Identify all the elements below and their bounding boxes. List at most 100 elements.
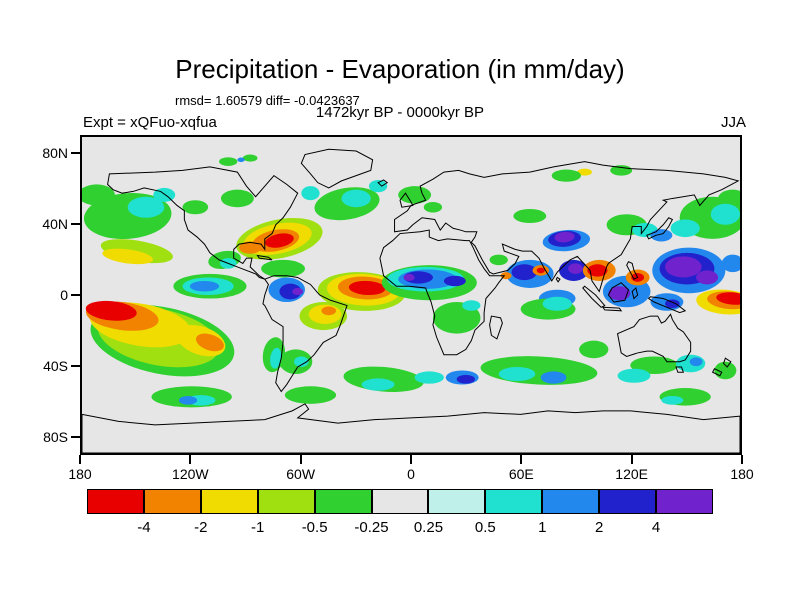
- coastline-new-zealand-south: [713, 369, 722, 376]
- y-axis-label: 80N: [42, 144, 68, 161]
- anomaly-region: [189, 280, 220, 292]
- x-axis-tick: [630, 455, 633, 464]
- anomaly-region: [456, 374, 475, 384]
- anomaly-region: [577, 168, 592, 176]
- colorbar-tick-label: -0.25: [354, 519, 389, 536]
- coastline-new-guinea: [649, 297, 686, 313]
- anomaly-region: [513, 208, 547, 224]
- x-axis-label: 120E: [615, 466, 648, 482]
- colorbar-tick-label: 0.5: [474, 519, 496, 536]
- anomaly-region: [542, 296, 572, 311]
- anomaly-region: [294, 356, 309, 367]
- anomaly-region: [551, 169, 581, 182]
- anomaly-region: [670, 219, 700, 238]
- anomaly-region: [178, 395, 198, 405]
- experiment-label: Expt = xQFuo-xqfua: [83, 114, 217, 131]
- anomaly-region: [102, 248, 154, 265]
- anomaly-region: [665, 256, 702, 278]
- anomaly-region: [568, 263, 583, 274]
- colorbar-box: [257, 489, 315, 514]
- anomaly-regions-layer: [82, 154, 740, 408]
- plot-title: Precipitation - Evaporation (in mm/day): [175, 54, 625, 84]
- coastline-africa: [380, 230, 504, 355]
- coastline-australia: [618, 314, 691, 361]
- anomaly-region: [403, 273, 415, 281]
- coastline-antarctica: [82, 404, 740, 453]
- period-line: 1472kyr BP - 0000kyr BP: [315, 104, 485, 121]
- coastline-iceland: [378, 180, 387, 186]
- anomaly-region: [239, 241, 262, 254]
- y-axis-label: 40S: [43, 358, 68, 375]
- anomaly-region: [661, 395, 684, 405]
- coastline-japan: [647, 218, 673, 239]
- map-frame: [80, 135, 742, 455]
- colorbar-box: [314, 489, 372, 514]
- anomaly-region: [462, 300, 481, 311]
- y-axis-tick: [71, 365, 80, 368]
- anomaly-region: [195, 333, 224, 352]
- anomaly-region: [127, 196, 165, 218]
- x-axis-tick: [520, 455, 523, 464]
- y-axis-tick: [71, 151, 80, 154]
- coastline-new-zealand-north: [724, 358, 731, 367]
- colorbar-tick-label: -4: [137, 519, 151, 536]
- coastline-borneo: [608, 283, 628, 302]
- anomaly-region: [321, 306, 337, 316]
- anomaly-region: [710, 203, 740, 225]
- anomaly-region: [423, 201, 443, 213]
- anomaly-region: [368, 180, 388, 193]
- x-axis-tick: [299, 455, 302, 464]
- x-axis-tick: [189, 455, 192, 464]
- colorbar-box: [542, 489, 600, 514]
- anomaly-region: [689, 357, 703, 367]
- colorbar-box: [200, 489, 258, 514]
- anomaly-region: [608, 286, 631, 301]
- anomaly-region: [554, 231, 575, 243]
- x-axis-tick: [79, 455, 81, 464]
- colorbar-tick-label: -2: [194, 519, 208, 536]
- anomaly-region: [540, 371, 567, 384]
- y-axis-label: 40N: [42, 215, 68, 232]
- colorbar-box: [143, 489, 201, 514]
- colorbar-box: [485, 489, 543, 514]
- anomaly-region: [361, 378, 395, 391]
- anomaly-region: [650, 229, 673, 242]
- coastline-uk: [400, 193, 413, 207]
- anomaly-region: [696, 270, 719, 285]
- coastline-sri-lanka: [556, 277, 560, 281]
- colorbar-tick-label: 1: [538, 519, 547, 536]
- colorbar-box: [87, 489, 144, 514]
- anomaly-region: [587, 264, 608, 277]
- anomaly-region: [348, 280, 386, 296]
- y-axis-tick: [71, 436, 80, 439]
- anomaly-region: [398, 186, 432, 204]
- anomaly-region: [511, 264, 538, 281]
- y-axis-tick: [71, 294, 80, 296]
- coastline-americas: [108, 167, 347, 392]
- coastline-layer: [82, 149, 740, 453]
- coastline-greenland: [301, 149, 372, 188]
- anomaly-region: [292, 287, 304, 295]
- colorbar-tick-label: 4: [651, 519, 661, 536]
- colorbar-tick-label: 2: [595, 519, 604, 536]
- season-label: JJA: [720, 114, 746, 131]
- colorbar-box: [599, 489, 657, 514]
- anomaly-region: [617, 368, 651, 383]
- x-axis-label: 60E: [508, 466, 534, 482]
- anomaly-region: [721, 254, 740, 273]
- anomaly-region: [443, 275, 466, 287]
- x-axis-label: 120W: [172, 466, 209, 482]
- colorbar-box: [428, 489, 486, 514]
- colorbar-tick-label: 0.25: [413, 519, 444, 536]
- x-axis-label: 180: [68, 466, 92, 482]
- colorbar-box: [656, 489, 713, 514]
- x-axis-tick: [741, 455, 743, 464]
- anomaly-region: [153, 187, 176, 202]
- coastline-philippines: [627, 262, 638, 280]
- coastline-eurasia: [395, 162, 739, 292]
- anomaly-region: [489, 254, 508, 266]
- anomaly-region: [261, 259, 305, 278]
- anomaly-region: [498, 366, 536, 382]
- anomaly-region: [284, 386, 337, 404]
